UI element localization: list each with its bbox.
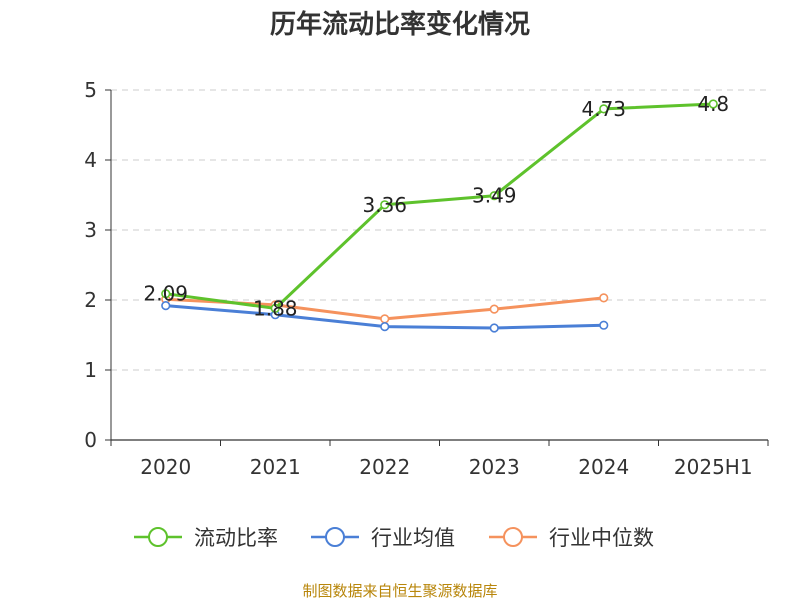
legend-swatch-marker [325,527,345,547]
x-tick-label: 2024 [578,455,629,479]
y-tick-label: 1 [84,358,97,382]
data-point [161,301,171,311]
series-layer [161,99,718,333]
footer-source: 制图数据来自恒生聚源数据库 [302,582,497,600]
legend-label: 流动比率 [194,526,278,550]
data-label: 3.49 [472,184,517,208]
data-point [708,99,718,109]
data-point [599,293,609,303]
chart-title: 历年流动比率变化情况 [270,9,530,40]
legend-label: 行业均值 [371,526,455,550]
legend-swatch-marker [148,527,168,547]
x-tick-label: 2020 [140,455,191,479]
legend-label: 行业中位数 [549,526,654,550]
data-point [599,320,609,330]
y-tick-label: 5 [84,78,97,102]
x-tick-label: 2022 [359,455,410,479]
data-label: 2.09 [143,282,188,306]
data-point [380,200,390,210]
legend: 流动比率 行业均值 行业中位数 [134,526,654,550]
y-tick-label: 0 [84,428,97,452]
data-point [599,104,609,114]
data-label: 4.8 [697,92,729,116]
data-label: 4.73 [581,97,626,121]
data-point [270,303,280,314]
x-tick-label: 2023 [469,455,520,479]
data-point [380,322,390,332]
data-point [489,304,499,314]
y-tick-label: 3 [84,218,97,242]
legend-swatch-marker [503,527,523,547]
data-labels: 2.09 1.88 3.36 3.49 4.73 4.8 [143,92,729,320]
y-tick-label: 2 [84,288,97,312]
x-tick-label: 2021 [250,455,301,479]
data-label: 3.36 [362,193,407,217]
data-point [489,191,499,201]
y-tick-label: 4 [84,148,97,172]
data-label: 1.88 [253,296,298,320]
data-point [380,314,390,324]
x-tick-label: 2025H1 [674,455,753,479]
axes: 0 1 2 3 4 5 2020 2021 2022 2023 2024 2025H1 [84,78,769,479]
data-point [489,323,499,333]
series-line-0 [165,102,714,310]
data-point [161,289,171,299]
